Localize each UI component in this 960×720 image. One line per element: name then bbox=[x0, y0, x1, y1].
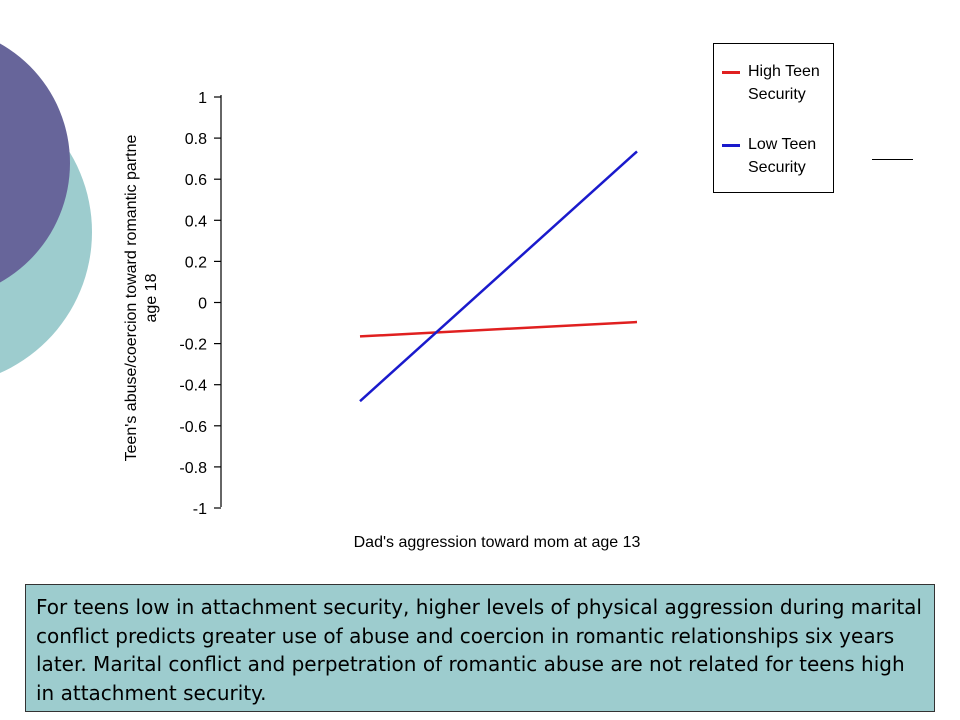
x-axis-label: Dad's aggression toward mom at age 13 bbox=[354, 534, 641, 551]
y-tick-label: -1 bbox=[193, 501, 207, 518]
legend-label-high-security-line-2: Security bbox=[748, 86, 806, 103]
caption-box: For teens low in attachment security, hi… bbox=[25, 584, 935, 712]
decorative-circle-dark bbox=[0, 43, 70, 283]
y-axis-label-line-1: Teen's abuse/coercion toward romantic pa… bbox=[123, 135, 140, 462]
legend-label-low-security-line-2: Security bbox=[748, 159, 806, 176]
y-axis-ticks: 1 0.8 0.6 0.4 0.2 0 -0.2 -0.4 -0.6 -0.8 -1 bbox=[179, 90, 221, 518]
legend-label-high-security-line-1: High Teen bbox=[748, 63, 820, 80]
y-tick-label: 0.2 bbox=[185, 254, 207, 271]
y-tick-label: -0.8 bbox=[179, 460, 207, 477]
series-lines bbox=[359, 150, 638, 403]
chart-legend: High Teen Security Low Teen Security bbox=[713, 43, 834, 193]
y-tick-label: 1 bbox=[198, 90, 207, 107]
legend-label-low-security-line-1: Low Teen bbox=[748, 136, 817, 153]
legend-label-high-security: High Teen Security bbox=[748, 60, 834, 106]
series-line-high-security bbox=[359, 320, 638, 338]
y-tick-label: -0.4 bbox=[179, 378, 207, 395]
y-tick-label: -0.2 bbox=[179, 337, 207, 354]
line-chart: 1 0.8 0.6 0.4 0.2 0 -0.2 -0.4 -0.6 -0.8 -1 Dad's a… bbox=[123, 90, 641, 551]
y-tick-label: 0 bbox=[198, 296, 207, 313]
y-axis-label-line-2: age 18 bbox=[143, 273, 160, 322]
legend-label-low-security: Low Teen Security bbox=[748, 133, 834, 179]
caption-text: For teens low in attachment security, hi… bbox=[36, 595, 922, 705]
y-tick-label: 0.4 bbox=[185, 213, 207, 230]
series-line-low-security bbox=[359, 150, 638, 403]
y-axis-label: Teen's abuse/coercion toward romantic pa… bbox=[123, 135, 160, 462]
y-tick-label: 0.8 bbox=[185, 131, 207, 148]
legend-swatch-high-security bbox=[722, 71, 740, 74]
legend-swatch-low-security bbox=[722, 144, 740, 147]
divider-line bbox=[872, 159, 913, 160]
y-tick-label: 0.6 bbox=[185, 172, 207, 189]
y-tick-label: -0.6 bbox=[179, 419, 207, 436]
